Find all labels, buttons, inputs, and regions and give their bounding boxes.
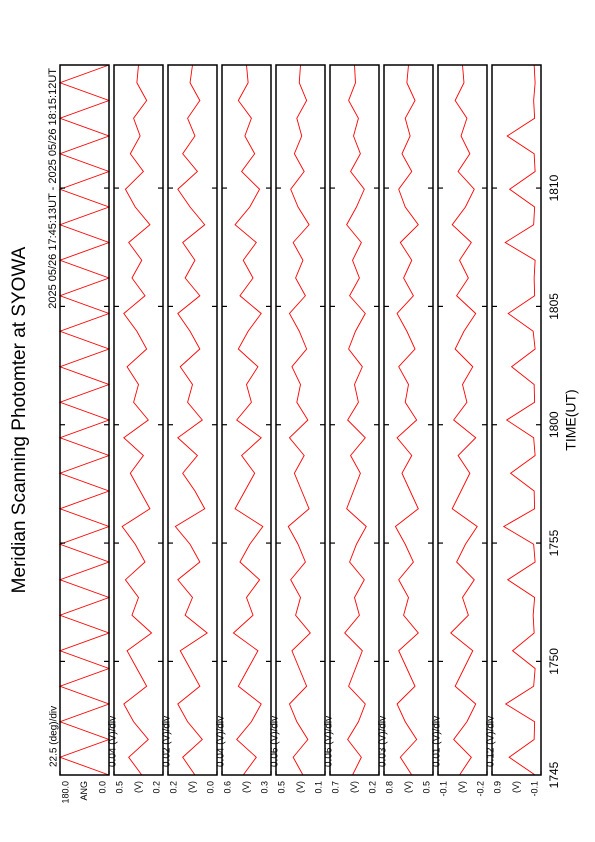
y-axis-label: (V) xyxy=(511,781,521,793)
panel-scale: 22.5 (deg)/div xyxy=(49,706,60,767)
y-tick-label: 0.5 xyxy=(421,781,431,794)
panel-frame xyxy=(437,64,488,776)
signal-line xyxy=(121,64,153,776)
panel-frame xyxy=(221,64,272,776)
panel-scale: 0.04 (V)/div xyxy=(108,716,119,767)
y-tick-label: 0.2 xyxy=(168,781,178,794)
y-tick-label: 0.5 xyxy=(114,781,124,794)
chart-title: Meridian Scanning Photomter at SYOWA xyxy=(9,246,30,593)
panel-frame xyxy=(491,64,542,776)
y-tick-label: 0.0 xyxy=(205,781,215,794)
y-tick-label: 180.0 xyxy=(60,781,70,804)
y-tick-label: 0.7 xyxy=(330,781,340,794)
panel-scale: 0.06 (V)/div xyxy=(270,716,281,767)
y-tick-label: -0.1 xyxy=(438,781,448,797)
panel-frame xyxy=(113,64,164,776)
panel-frame xyxy=(383,64,434,776)
x-tick-label: 1745 xyxy=(547,761,561,788)
signal-line xyxy=(287,64,311,776)
panel-scale: 0.06 (V)/div xyxy=(324,716,335,767)
panel-scale: 0.04 (V)/div xyxy=(216,716,227,767)
x-tick-label: 1800 xyxy=(547,411,561,438)
signal-line xyxy=(450,64,478,776)
y-tick-label: 0.0 xyxy=(97,781,107,794)
y-tick-label: 0.6 xyxy=(222,781,232,794)
y-axis-label: (V) xyxy=(457,781,467,793)
y-tick-label: 0.3 xyxy=(259,781,269,794)
y-axis-label: (V) xyxy=(187,781,197,793)
plot-area: Meridian Scanning Photomter at SYOWA 202… xyxy=(9,64,579,804)
signal-line xyxy=(58,64,111,776)
x-tick-label: 1810 xyxy=(547,174,561,201)
y-tick-label: 0.9 xyxy=(492,781,502,794)
signal-line xyxy=(394,64,419,776)
y-tick-label: 0.2 xyxy=(151,781,161,794)
panel-frame xyxy=(59,64,110,776)
y-axis-label: (V) xyxy=(241,781,251,793)
y-axis-label: (V) xyxy=(349,781,359,793)
x-tick-label: 1805 xyxy=(547,293,561,320)
y-axis-label: (V) xyxy=(133,781,143,793)
panel-scale: 0.12 (V)/div xyxy=(486,716,497,767)
x-tick-label: 1750 xyxy=(547,648,561,675)
panel-scale: 0.02 (V)/div xyxy=(162,716,173,767)
signal-line xyxy=(232,64,264,776)
signal-line xyxy=(344,64,367,776)
y-axis-label: (V) xyxy=(295,781,305,793)
y-tick-label: 0.1 xyxy=(313,781,323,794)
y-tick-label: 0.5 xyxy=(276,781,286,794)
panel-frame xyxy=(329,64,380,776)
signal-line xyxy=(174,64,208,776)
y-tick-label: -0.1 xyxy=(529,781,539,797)
y-tick-label: -0.2 xyxy=(475,781,485,797)
y-tick-label: 0.8 xyxy=(384,781,394,794)
subtitle: 2025 05/26 17:45:13UT - 2025 05/26 18:15… xyxy=(47,68,59,309)
x-axis-label: TIME(UT) xyxy=(563,389,579,450)
x-tick-label: 1755 xyxy=(547,529,561,556)
y-axis-label: ANG xyxy=(79,781,89,801)
panel-frame xyxy=(167,64,218,776)
panel-scale: 0.03 (V)/div xyxy=(378,716,389,767)
panel-scale: 0.01 (V)/div xyxy=(432,716,443,767)
y-axis-label: (V) xyxy=(403,781,413,793)
signal-line xyxy=(502,64,536,776)
panel-frame xyxy=(275,64,326,776)
y-tick-label: 0.2 xyxy=(367,781,377,794)
